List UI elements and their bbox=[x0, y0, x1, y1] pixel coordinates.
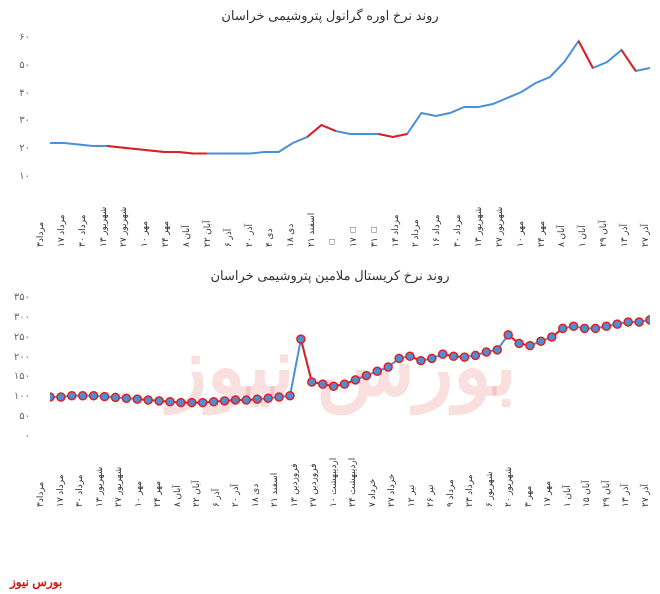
x-tick-label: ۸ آبان bbox=[556, 187, 566, 247]
x-tick-label: ۲۷ آذر bbox=[640, 447, 650, 507]
x-tick-label: ۲۷ شهریور bbox=[113, 447, 123, 507]
x-tick-label: ۱۴ مرداد bbox=[390, 187, 400, 247]
x-tick-label: ۷ خرداد bbox=[367, 447, 377, 507]
x-tick-label: ۶ شهریور bbox=[484, 447, 494, 507]
chart1-title: روند نرخ اوره گرانول پتروشیمی خراسان bbox=[0, 0, 660, 32]
x-tick-label: ۱ آبان bbox=[562, 447, 572, 507]
footer-brand: بورس نیوز bbox=[10, 575, 62, 589]
x-tick-label: ۲۱ اسفند bbox=[269, 447, 279, 507]
x-tick-label: ۲۴ مهر bbox=[536, 187, 546, 247]
chart1-svg bbox=[50, 32, 650, 182]
x-tick-label: ۱۸ دی bbox=[285, 187, 295, 247]
x-tick-label: ۱۷ □ bbox=[348, 187, 358, 247]
x-tick-label: ۱۵ آبان bbox=[581, 447, 591, 507]
x-tick-label: ۲۹ آبان bbox=[598, 187, 608, 247]
x-tick-label: ۱۷ مرداد bbox=[55, 447, 65, 507]
x-tick-label: ۲۰ شهریور bbox=[503, 447, 513, 507]
x-tick-label: ۲۷ شهریور bbox=[494, 187, 504, 247]
x-tick-label: ۱۷ مهر bbox=[542, 447, 552, 507]
x-tick-label: ۳۱ □ bbox=[369, 187, 379, 247]
x-tick-label: ۱۶ مرداد bbox=[431, 187, 441, 247]
x-tick-label: ۳ مهر bbox=[523, 447, 533, 507]
x-tick-label: ۸ آبان bbox=[172, 447, 182, 507]
x-tick-label: ۱۳ شهریور bbox=[473, 187, 483, 247]
x-tick-label: ۱ آبان bbox=[577, 187, 587, 247]
x-tick-label: ۳۰ مرداد bbox=[77, 187, 87, 247]
x-tick-label: ۳۰ مرداد bbox=[452, 187, 462, 247]
x-tick-label: ۳۰ مرداد bbox=[74, 447, 84, 507]
x-tick-label: ۲۷ شهریور bbox=[118, 187, 128, 247]
x-tick-label: □ bbox=[327, 187, 337, 247]
chart2-xaxis: ۳مرداد ۱۷ مرداد ۳۰ مرداد ۱۳ شهریور ۲۷ شهریور… bbox=[35, 447, 650, 507]
chart2-area: بورس نیوز ۳۵۰ ۳۰۰ ۲۵۰ ۲۰۰ ۱۵۰ ۱۰۰ ۵۰ ۰ bbox=[35, 292, 650, 442]
x-tick-label: ۲۳ مرداد bbox=[464, 447, 474, 507]
x-tick-label: ۲ مرداد bbox=[410, 187, 420, 247]
x-tick-label: ۲۱ اسفند bbox=[306, 187, 316, 247]
x-tick-label: ۲۴ مهر bbox=[152, 447, 162, 507]
x-tick-label: ۹ مرداد bbox=[445, 447, 455, 507]
x-tick-label: ۱۸ دی bbox=[250, 447, 260, 507]
x-tick-label: ۲۲ آبان bbox=[191, 447, 201, 507]
x-tick-label: ۱۰ مهر bbox=[515, 187, 525, 247]
x-tick-label: ۱۳ آذر bbox=[620, 447, 630, 507]
x-tick-label: ۲۹ آبان bbox=[601, 447, 611, 507]
x-tick-label: ۱۷ مرداد bbox=[56, 187, 66, 247]
chart1-yaxis: ۶۰ ۵۰ ۴۰ ۳۰ ۲۰ ۱۰ bbox=[5, 32, 30, 182]
x-tick-label: ۶ آذر bbox=[211, 447, 221, 507]
chart1-xaxis: ۳مرداد ۱۷ مرداد ۳۰ مرداد ۱۳ شهریور ۲۷ شهریور… bbox=[35, 187, 650, 247]
chart1-area: ۶۰ ۵۰ ۴۰ ۳۰ ۲۰ ۱۰ bbox=[35, 32, 650, 182]
x-tick-label: ۳مرداد bbox=[35, 447, 45, 507]
x-tick-label: ۱۰ مهر bbox=[133, 447, 143, 507]
x-tick-label: ۱۳ آذر bbox=[619, 187, 629, 247]
x-tick-label: ۱۳ شهریور bbox=[94, 447, 104, 507]
x-tick-label: ۲۰ آذر bbox=[244, 187, 254, 247]
x-tick-label: ۲۷ فروردین bbox=[308, 447, 318, 507]
x-tick-label: ۱۲ تیر bbox=[406, 447, 416, 507]
chart1-container: روند نرخ اوره گرانول پتروشیمی خراسان ۶۰ … bbox=[0, 0, 660, 260]
x-tick-label: ۶ آذر bbox=[223, 187, 233, 247]
x-tick-label: ۲۶ تیر bbox=[425, 447, 435, 507]
x-tick-label: ۲۰ آذر bbox=[230, 447, 240, 507]
x-tick-label: ۲۷ خرداد bbox=[386, 447, 396, 507]
x-tick-label: ۲۷ آذر bbox=[640, 187, 650, 247]
x-tick-label: ۱۳ شهریور bbox=[98, 187, 108, 247]
x-tick-label: ۲۲ آبان bbox=[202, 187, 212, 247]
x-tick-label: ۴ دی bbox=[264, 187, 274, 247]
chart2-container: روند نرخ کریستال ملامین پتروشیمی خراسان … bbox=[0, 260, 660, 540]
chart2-yaxis: ۳۵۰ ۳۰۰ ۲۵۰ ۲۰۰ ۱۵۰ ۱۰۰ ۵۰ ۰ bbox=[5, 292, 30, 442]
x-tick-label: ۱۳ فروردین bbox=[289, 447, 299, 507]
x-tick-label: ۱۰ اردیبهشت bbox=[328, 447, 338, 507]
x-tick-label: ۲۴ اردیبهشت bbox=[347, 447, 357, 507]
chart2-svg bbox=[50, 292, 650, 442]
x-tick-label: ۱۰ مهر bbox=[139, 187, 149, 247]
chart2-title: روند نرخ کریستال ملامین پتروشیمی خراسان bbox=[0, 260, 660, 292]
x-tick-label: ۲۴ مهر bbox=[160, 187, 170, 247]
x-tick-label: ۳مرداد bbox=[35, 187, 45, 247]
x-tick-label: ۸ آبان bbox=[181, 187, 191, 247]
